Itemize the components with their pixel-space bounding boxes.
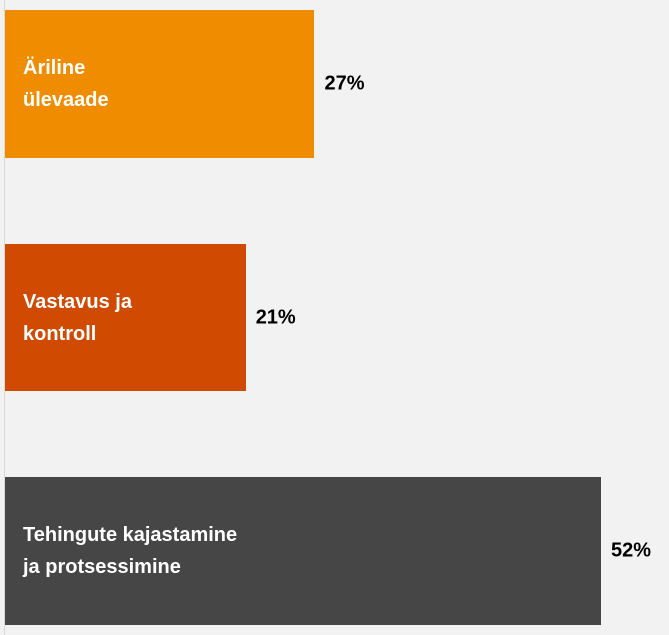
bar [5,10,315,158]
category-label: Vastavus ja kontroll [23,290,132,345]
category-label: Äriline ülevaade [23,56,109,111]
value-label: 27% [324,72,365,95]
value-label: 21% [255,306,296,328]
axis-line [4,0,5,635]
value-label: 52% [611,539,652,562]
category-label: Tehingute kajastamine ja protsessimine [23,524,238,579]
bar [5,477,601,625]
bar [5,243,246,392]
